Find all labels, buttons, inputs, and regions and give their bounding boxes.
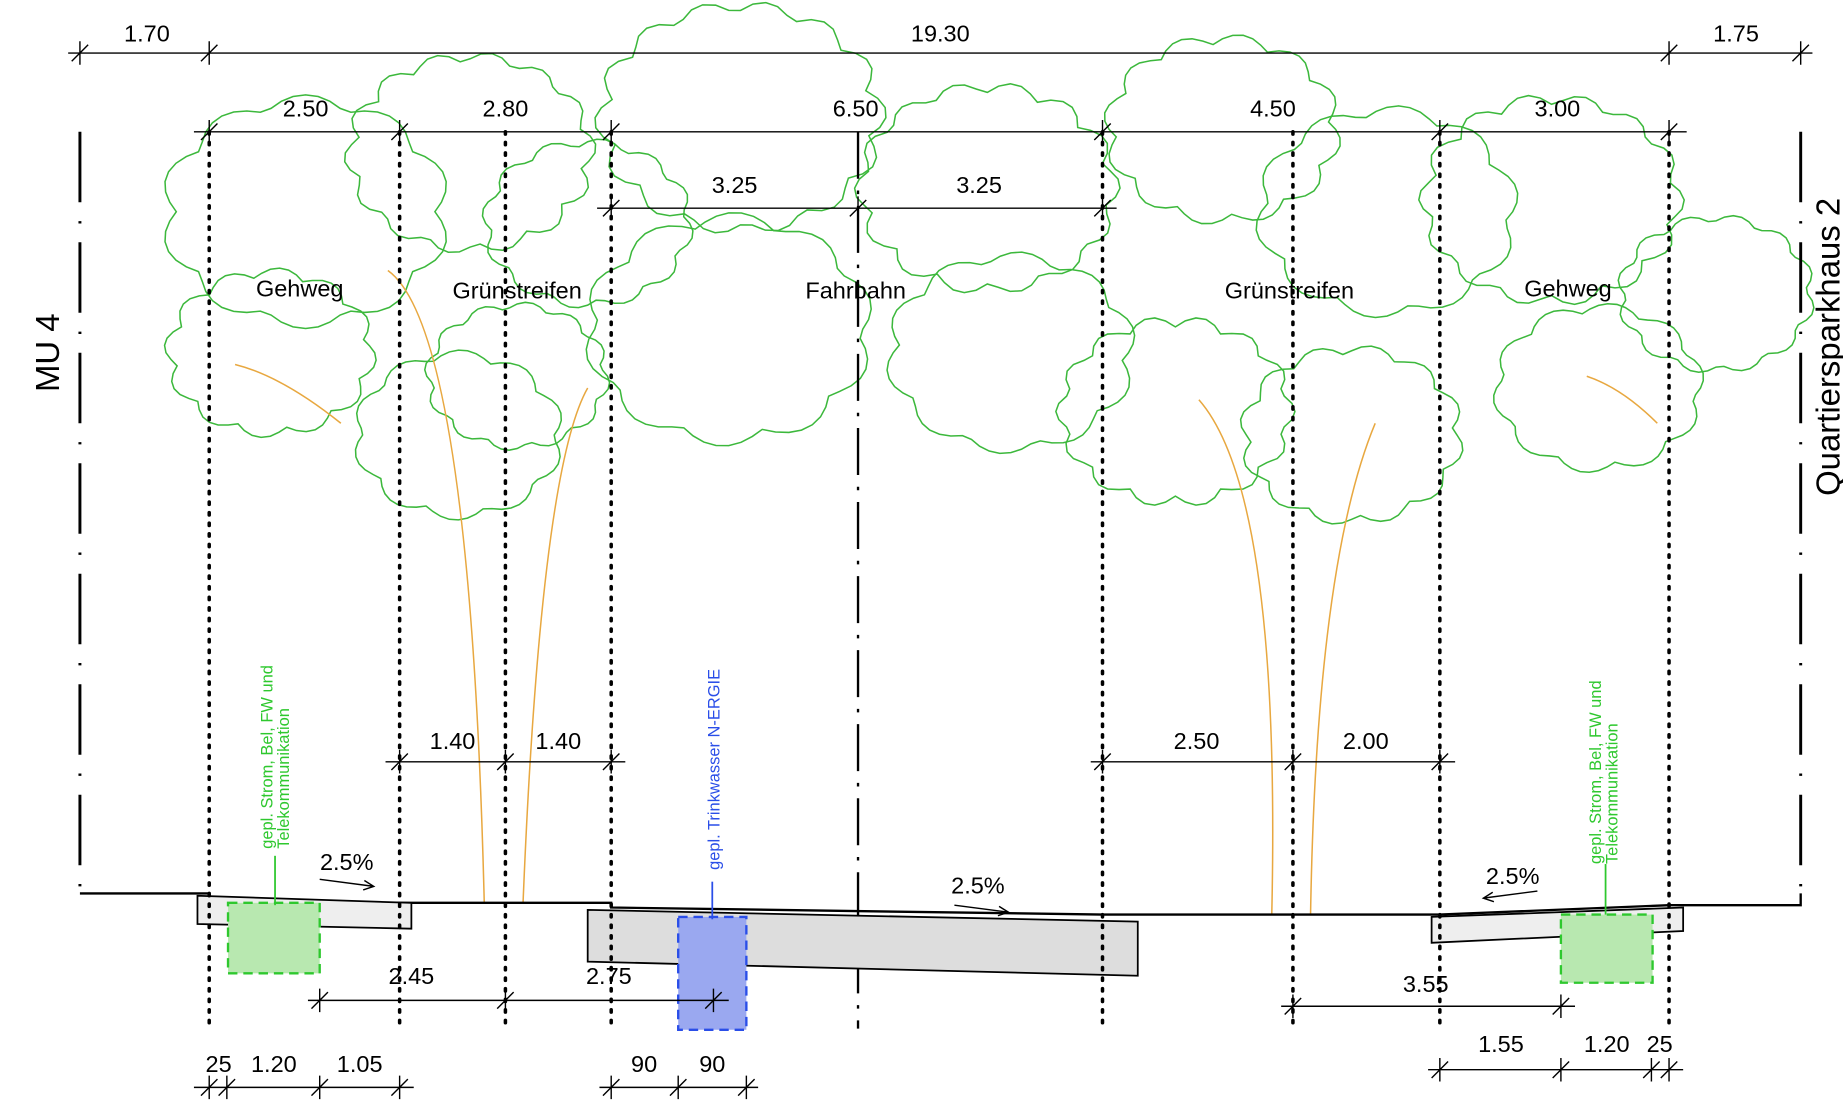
dimension-tick: [669, 1075, 687, 1100]
utility-label: Telekommunikation: [275, 708, 293, 849]
utility-offsets-label: 2.75: [586, 963, 632, 989]
side-label-left: MU 4: [29, 313, 66, 392]
dimension-tick: [1642, 1057, 1661, 1082]
dimension-tick: [1660, 41, 1678, 65]
zones-label: Gehweg: [256, 275, 344, 301]
utility-label: Telekommunikation: [1603, 723, 1621, 864]
tree-crown: [163, 267, 377, 439]
details-label: 90: [699, 1051, 725, 1077]
dimension-tick: [1660, 1057, 1678, 1082]
utility-label: gepl. Trinkwasser N-ERGIE: [705, 669, 723, 870]
sections-label: 6.50: [833, 95, 879, 121]
tree-crown: [853, 83, 1121, 294]
zones-label: Grünstreifen: [1225, 278, 1354, 304]
trees-label: 1.40: [535, 728, 581, 754]
overall-label: 1.70: [124, 20, 170, 46]
utility-offsets-label: 2.45: [389, 963, 435, 989]
zones-label: Fahrbahn: [805, 278, 906, 304]
utility-offsets-label: 3.55: [1403, 971, 1449, 997]
dimension-tick: [310, 988, 329, 1013]
tree-crown: [1055, 317, 1296, 506]
trees-label: 1.40: [430, 728, 476, 754]
tree-crown: [594, 1, 887, 234]
tree-crown: [354, 349, 563, 521]
tree-crown: [423, 301, 611, 451]
dimension-tick: [200, 1075, 218, 1100]
dimension-tick: [849, 196, 867, 220]
tree-crown: [1417, 94, 1686, 306]
dimensions: [68, 41, 1813, 1100]
details-label: 1.05: [337, 1051, 383, 1077]
lanes-label: 3.25: [956, 172, 1002, 198]
zones-label: Gehweg: [1524, 275, 1612, 301]
overall-label: 19.30: [911, 20, 970, 46]
tree-trunk: [1309, 422, 1376, 915]
trees-label: 2.50: [1174, 728, 1220, 754]
dimension-tick: [1431, 1057, 1449, 1082]
utility-label: gepl. Strom, Bel, FW und: [1587, 680, 1605, 864]
slopes-label: 2.5%: [951, 872, 1005, 898]
details-label: 90: [631, 1051, 657, 1077]
tree-crown: [886, 251, 1136, 455]
dimension-tick: [1552, 994, 1570, 1019]
tree-trunk: [1586, 375, 1658, 424]
dimension-tick: [310, 1075, 329, 1100]
duct-left: [226, 901, 321, 975]
trees: [163, 1, 1815, 915]
water-pipe: [677, 915, 748, 1031]
details-label: 1.55: [1478, 1031, 1524, 1057]
tree-crown: [1239, 345, 1464, 525]
details-label: 25: [206, 1051, 232, 1077]
dimension-tick: [1791, 41, 1810, 65]
roadway: [586, 908, 1139, 977]
dimension-tick: [1552, 1057, 1570, 1082]
tree-crown: [1493, 302, 1705, 474]
dimension-tick: [71, 41, 89, 65]
lanes-label: 3.25: [712, 172, 758, 198]
sections-label: 2.50: [283, 95, 329, 121]
slopes-label: 2.5%: [1486, 863, 1540, 889]
tree-trunk: [522, 387, 589, 903]
tree-trunk: [1198, 399, 1274, 915]
tree-trunk: [387, 269, 486, 903]
labels: 1.70 19.30 1.75 2.50 2.80 6.50 4.50 3.00 3.25 3.2…: [29, 20, 1843, 1077]
slopes-label: 2.5%: [320, 849, 374, 875]
tree-crown: [585, 212, 872, 447]
dimension-tick: [200, 41, 218, 65]
slope-arrow: [954, 904, 1011, 917]
tree-crown: [481, 138, 694, 309]
duct-right: [1559, 913, 1654, 984]
structure: [78, 131, 1803, 1031]
sections-label: 3.00: [1535, 95, 1581, 121]
dimension-tick: [390, 1075, 409, 1100]
details-label: 1.20: [1584, 1031, 1630, 1057]
dimension-tick: [737, 1075, 756, 1100]
utility-label: gepl. Strom, Bel, FW und: [259, 665, 277, 849]
tree-crown: [164, 94, 447, 330]
dimension-tick: [218, 1075, 236, 1100]
details-label: 1.20: [251, 1051, 297, 1077]
slope-arrow: [319, 878, 376, 891]
side-label-right: Quartiersparkhaus 2: [1809, 198, 1843, 496]
zones-label: Grünstreifen: [453, 278, 582, 304]
details-label: 25: [1647, 1031, 1673, 1057]
tree-trunk: [234, 363, 342, 424]
trees-label: 2.00: [1343, 728, 1389, 754]
slope-arrow: [1481, 890, 1538, 903]
tree-crown: [1255, 105, 1519, 319]
tree-crown: [1617, 214, 1815, 374]
dimension-tick: [704, 988, 723, 1013]
tree-crown: [343, 52, 597, 254]
overall-label: 1.75: [1713, 20, 1759, 46]
sections-label: 2.80: [483, 95, 529, 121]
tree-crown: [1103, 34, 1341, 225]
sections-label: 4.50: [1250, 95, 1296, 121]
dimension-tick: [602, 1075, 620, 1100]
